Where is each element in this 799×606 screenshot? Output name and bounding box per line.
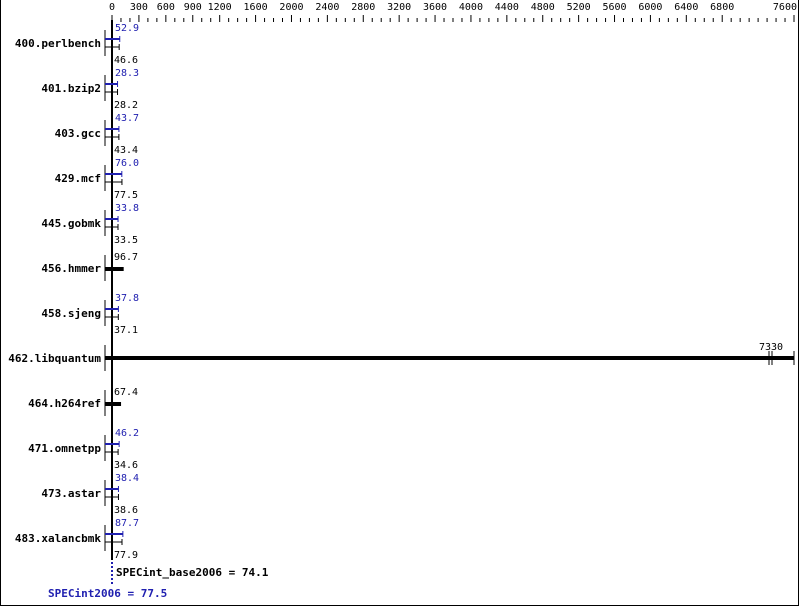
peak-value-label: 87.7 — [115, 518, 139, 529]
base-value-label: 96.7 — [114, 252, 138, 263]
base-value-label: 33.5 — [114, 235, 138, 246]
tick-label: 2000 — [279, 2, 303, 13]
base-value-label: 46.6 — [114, 55, 138, 66]
tick-label: 6800 — [710, 2, 734, 13]
peak-value-label: 46.2 — [115, 428, 139, 439]
tick-label: 1200 — [208, 2, 232, 13]
category-label: 483.xalancbmk — [15, 532, 101, 545]
category-label: 400.perlbench — [15, 37, 101, 50]
peak-value-label: 28.3 — [115, 68, 139, 79]
tick-label: 5200 — [567, 2, 591, 13]
category-label: 473.astar — [41, 487, 101, 500]
base-value-label: 77.5 — [114, 190, 138, 201]
tick-label: 3200 — [387, 2, 411, 13]
category-label: 464.h264ref — [28, 397, 101, 410]
base-summary-label: SPECint_base2006 = 74.1 — [116, 566, 269, 579]
base-value-label: 37.1 — [114, 325, 138, 336]
tick-label: 6000 — [638, 2, 662, 13]
tick-label: 900 — [184, 2, 202, 13]
peak-summary-label: SPECint2006 = 77.5 — [48, 587, 167, 600]
base-value-label: 77.9 — [114, 550, 138, 561]
base-value-label: 67.4 — [114, 387, 138, 398]
base-value-label: 43.4 — [114, 145, 138, 156]
base-value-label: 7330 — [759, 342, 783, 353]
tick-label: 300 — [130, 2, 148, 13]
tick-label: 2400 — [315, 2, 339, 13]
category-label: 456.hmmer — [41, 262, 101, 275]
peak-value-label: 52.9 — [115, 23, 139, 34]
category-label: 445.gobmk — [41, 217, 101, 230]
peak-value-label: 37.8 — [115, 293, 139, 304]
category-label: 401.bzip2 — [41, 82, 101, 95]
base-value-label: 34.6 — [114, 460, 138, 471]
category-label: 471.omnetpp — [28, 442, 101, 455]
category-label: 403.gcc — [55, 127, 101, 140]
tick-label: 7600 — [773, 2, 797, 13]
peak-value-label: 33.8 — [115, 203, 139, 214]
tick-label: 600 — [157, 2, 175, 13]
tick-label: 4400 — [495, 2, 519, 13]
tick-label: 3600 — [423, 2, 447, 13]
category-label: 458.sjeng — [41, 307, 101, 320]
tick-label: 1600 — [244, 2, 268, 13]
tick-label: 2800 — [351, 2, 375, 13]
peak-value-label: 43.7 — [115, 113, 139, 124]
base-value-label: 28.2 — [114, 100, 138, 111]
tick-label: 5600 — [602, 2, 626, 13]
tick-label: 4000 — [459, 2, 483, 13]
peak-value-label: 76.0 — [115, 158, 139, 169]
tick-label: 6400 — [674, 2, 698, 13]
peak-value-label: 38.4 — [115, 473, 139, 484]
category-label: 429.mcf — [55, 172, 101, 185]
tick-label: 0 — [109, 2, 115, 13]
base-value-label: 38.6 — [114, 505, 138, 516]
category-label: 462.libquantum — [8, 352, 101, 365]
tick-label: 4800 — [531, 2, 555, 13]
